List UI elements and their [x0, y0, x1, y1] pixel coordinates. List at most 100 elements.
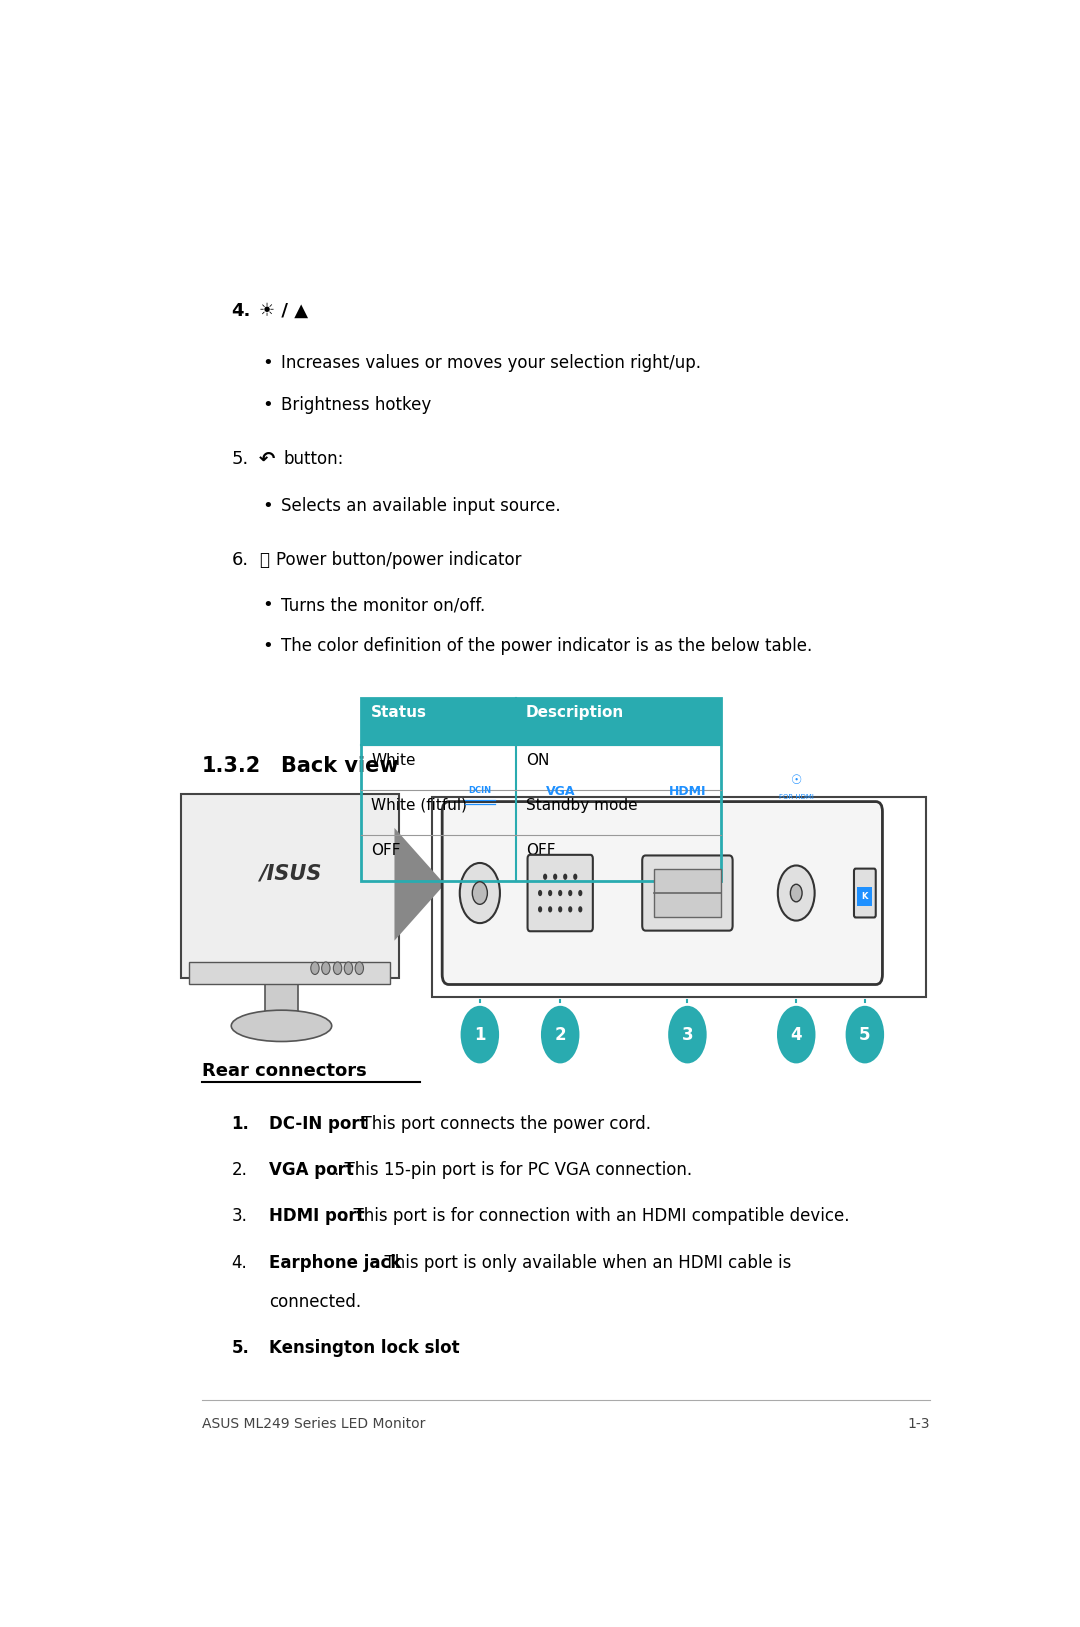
- Text: White: White: [372, 753, 416, 768]
- Text: connected.: connected.: [269, 1293, 361, 1311]
- Circle shape: [548, 906, 552, 913]
- Text: Earphone jack: Earphone jack: [269, 1254, 402, 1272]
- Text: 4.: 4.: [231, 301, 251, 321]
- Text: HDMI: HDMI: [669, 784, 706, 797]
- Text: VGA: VGA: [545, 784, 575, 797]
- Text: Power button/power indicator: Power button/power indicator: [275, 552, 522, 569]
- Circle shape: [553, 874, 557, 880]
- Text: 5: 5: [859, 1025, 870, 1043]
- Circle shape: [538, 890, 542, 896]
- Circle shape: [558, 906, 563, 913]
- Text: ON: ON: [526, 753, 550, 768]
- Text: . This port is only available when an HDMI cable is: . This port is only available when an HD…: [374, 1254, 791, 1272]
- Text: 4: 4: [791, 1025, 802, 1043]
- Text: 2: 2: [554, 1025, 566, 1043]
- Circle shape: [355, 962, 364, 975]
- Text: K: K: [862, 892, 868, 901]
- FancyBboxPatch shape: [854, 869, 876, 918]
- Text: VGA port: VGA port: [269, 1162, 354, 1180]
- Text: Increases values or moves your selection right/up.: Increases values or moves your selection…: [282, 355, 702, 373]
- Circle shape: [538, 906, 542, 913]
- Circle shape: [460, 862, 500, 923]
- Text: ASUS ML249 Series LED Monitor: ASUS ML249 Series LED Monitor: [202, 1417, 426, 1430]
- Text: White (fitful): White (fitful): [372, 797, 467, 814]
- Circle shape: [578, 906, 582, 913]
- Text: DCIN: DCIN: [469, 786, 491, 796]
- Circle shape: [778, 866, 814, 921]
- Text: .: .: [423, 1339, 428, 1357]
- Text: ↶: ↶: [259, 449, 275, 469]
- Circle shape: [669, 1005, 706, 1064]
- Circle shape: [791, 885, 802, 901]
- Circle shape: [573, 874, 578, 880]
- FancyBboxPatch shape: [361, 835, 721, 880]
- Text: . This port connects the power cord.: . This port connects the power cord.: [351, 1114, 651, 1132]
- Text: Description: Description: [526, 704, 624, 721]
- Text: •: •: [262, 498, 273, 516]
- Circle shape: [568, 890, 572, 896]
- Text: ⏻: ⏻: [259, 552, 269, 569]
- Circle shape: [578, 890, 582, 896]
- Text: Brightness hotkey: Brightness hotkey: [282, 395, 432, 413]
- Text: 3: 3: [681, 1025, 693, 1043]
- Text: 1.: 1.: [231, 1114, 249, 1132]
- Circle shape: [541, 1005, 580, 1064]
- Text: 6.: 6.: [231, 552, 248, 569]
- Text: Turns the monitor on/off.: Turns the monitor on/off.: [282, 595, 486, 613]
- Circle shape: [460, 1005, 499, 1064]
- Circle shape: [568, 906, 572, 913]
- Text: ☀ / ▲: ☀ / ▲: [259, 301, 308, 321]
- Circle shape: [548, 890, 552, 896]
- Text: 5.: 5.: [231, 449, 248, 467]
- FancyBboxPatch shape: [361, 698, 721, 745]
- Text: FOR HDMI: FOR HDMI: [779, 794, 813, 800]
- FancyBboxPatch shape: [527, 854, 593, 931]
- Ellipse shape: [231, 1010, 332, 1041]
- Text: •: •: [262, 355, 273, 373]
- Text: •: •: [262, 595, 273, 613]
- Text: . This 15-pin port is for PC VGA connection.: . This 15-pin port is for PC VGA connect…: [334, 1162, 692, 1180]
- Text: Back view: Back view: [282, 757, 400, 776]
- Text: OFF: OFF: [372, 843, 401, 857]
- Text: Kensington lock slot: Kensington lock slot: [269, 1339, 460, 1357]
- Circle shape: [558, 890, 563, 896]
- FancyBboxPatch shape: [265, 978, 298, 1015]
- Text: Selects an available input source.: Selects an available input source.: [282, 498, 562, 516]
- Text: ☉: ☉: [791, 773, 801, 786]
- Circle shape: [472, 882, 487, 905]
- FancyBboxPatch shape: [181, 794, 399, 978]
- Text: Status: Status: [372, 704, 427, 721]
- FancyBboxPatch shape: [189, 962, 390, 984]
- Circle shape: [322, 962, 330, 975]
- Text: 1.3.2: 1.3.2: [202, 757, 261, 776]
- Text: OFF: OFF: [526, 843, 555, 857]
- Circle shape: [777, 1005, 815, 1064]
- Text: Standby mode: Standby mode: [526, 797, 637, 814]
- FancyBboxPatch shape: [653, 869, 721, 918]
- Text: •: •: [262, 395, 273, 413]
- FancyBboxPatch shape: [361, 791, 721, 835]
- Text: 2.: 2.: [231, 1162, 247, 1180]
- Circle shape: [563, 874, 567, 880]
- Text: 1-3: 1-3: [907, 1417, 930, 1430]
- Text: button:: button:: [283, 449, 343, 467]
- Text: •: •: [262, 638, 273, 656]
- Text: 3.: 3.: [231, 1207, 247, 1225]
- FancyBboxPatch shape: [432, 797, 926, 997]
- Text: HDMI port: HDMI port: [269, 1207, 365, 1225]
- Text: DC-IN port: DC-IN port: [269, 1114, 367, 1132]
- FancyBboxPatch shape: [643, 856, 732, 931]
- Circle shape: [846, 1005, 885, 1064]
- Circle shape: [345, 962, 352, 975]
- Text: 5.: 5.: [231, 1339, 249, 1357]
- FancyBboxPatch shape: [361, 745, 721, 791]
- Text: . This port is for connection with an HDMI compatible device.: . This port is for connection with an HD…: [342, 1207, 849, 1225]
- Text: The color definition of the power indicator is as the below table.: The color definition of the power indica…: [282, 638, 813, 656]
- FancyBboxPatch shape: [858, 887, 873, 906]
- FancyBboxPatch shape: [442, 802, 882, 984]
- Text: Rear connectors: Rear connectors: [202, 1062, 367, 1080]
- Text: 1: 1: [474, 1025, 486, 1043]
- Polygon shape: [394, 828, 445, 940]
- Text: /ISUS: /ISUS: [258, 864, 321, 883]
- Circle shape: [543, 874, 548, 880]
